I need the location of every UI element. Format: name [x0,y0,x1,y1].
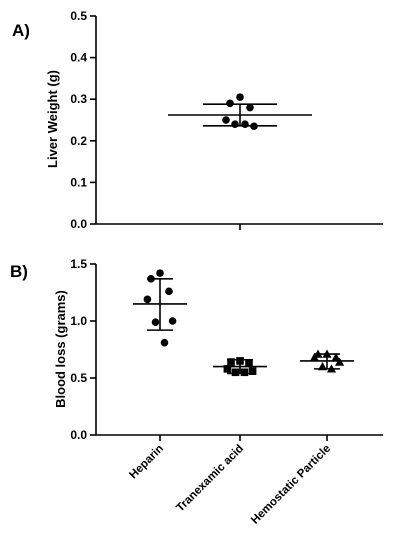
chart-b-y-tick-label: 1.0 [70,314,87,328]
chart-b-x-tick-label: Heparin [127,443,166,482]
chart-a-data-point [246,103,254,112]
chart-a-y-axis-label: Liver Weight (g) [45,70,60,168]
chart-b-y-axis-label: Blood loss (grams) [53,290,68,408]
chart-a-y-tick-label: 0.0 [70,217,87,231]
panel-label-b: B) [10,262,28,281]
chart-b-y-tick-label: 0.0 [70,428,87,442]
chart-b-data-point [248,367,257,375]
panel-label-a: A) [12,21,30,40]
chart-b-series-2 [213,357,267,377]
chart-b-data-point [227,358,235,366]
chart-a-y-tick-label: 0.1 [70,175,87,189]
chart-b-data-point [317,362,328,371]
chart-a-data-point [250,122,258,131]
chart-a-data-point [236,93,244,101]
chart-b-y-tick-label: 0.5 [70,371,87,385]
chart-liver-weight: Liver Weight (g) 0.0 0.1 0.2 0.3 0.4 0.5 [45,9,383,231]
chart-b-data-point [165,287,173,296]
chart-a-data-point [231,120,239,128]
chart-a-data-point [222,116,230,124]
chart-b-data-point [151,318,160,326]
chart-b-data-point [331,352,341,362]
chart-b-data-point [147,275,155,283]
chart-blood-loss: Blood loss (grams) 0.0 0.5 1.0 1.5 Heparin Tr… [53,257,383,527]
chart-b-data-point [156,269,164,277]
chart-b-data-point [309,352,319,362]
chart-b-y-tick-label: 1.5 [70,257,87,271]
chart-b-data-point [168,317,177,325]
chart-a-y-tick-label: 0.5 [70,9,87,23]
chart-a-series-1 [168,93,312,131]
chart-a-y-tick-label: 0.2 [70,134,87,148]
chart-b-data-point [322,349,332,358]
chart-b-data-point [160,338,169,347]
chart-b-x-tick-label: Hemostatic Particle [249,443,333,527]
chart-b-data-point [231,368,240,377]
chart-b-data-point [245,359,253,367]
chart-b-data-point [335,357,345,366]
chart-b-x-tick-label: Tranexamic acid [174,443,246,515]
chart-b-data-point [236,357,244,365]
chart-b-data-point [143,295,152,304]
chart-a-y-tick-label: 0.4 [70,51,87,65]
chart-a-data-point [226,99,234,108]
chart-b-data-point [223,365,232,373]
chart-b-data-point [326,364,337,373]
chart-b-series-1 [133,269,187,347]
chart-a-y-tick-label: 0.3 [70,92,87,106]
chart-b-data-point [240,368,249,377]
chart-a-data-point [241,120,249,128]
chart-b-series-3 [300,349,354,373]
